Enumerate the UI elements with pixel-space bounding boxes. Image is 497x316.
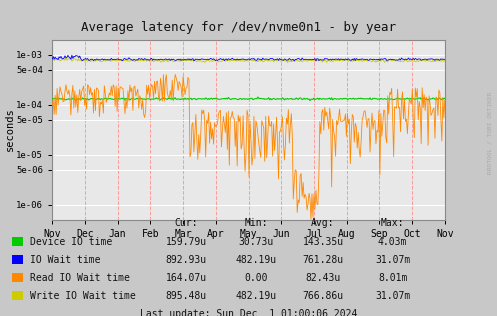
Text: 895.48u: 895.48u [166, 291, 207, 301]
Text: 143.35u: 143.35u [303, 237, 343, 247]
Text: 159.79u: 159.79u [166, 237, 207, 247]
Text: Last update: Sun Dec  1 01:00:06 2024: Last update: Sun Dec 1 01:00:06 2024 [140, 309, 357, 316]
Y-axis label: seconds: seconds [5, 108, 15, 151]
Text: Avg:: Avg: [311, 218, 335, 228]
Text: 766.86u: 766.86u [303, 291, 343, 301]
Text: RRDTOOL / TOBI OETIKER: RRDTOOL / TOBI OETIKER [487, 91, 492, 174]
Text: 892.93u: 892.93u [166, 255, 207, 265]
Text: Min:: Min: [244, 218, 268, 228]
Text: Write IO Wait time: Write IO Wait time [30, 291, 136, 301]
Text: 4.03m: 4.03m [378, 237, 408, 247]
Text: 8.01m: 8.01m [378, 273, 408, 283]
Text: Average latency for /dev/nvme0n1 - by year: Average latency for /dev/nvme0n1 - by ye… [81, 21, 396, 33]
Text: Read IO Wait time: Read IO Wait time [30, 273, 130, 283]
Text: 30.73u: 30.73u [239, 237, 273, 247]
Text: 0.00: 0.00 [244, 273, 268, 283]
Text: 82.43u: 82.43u [306, 273, 340, 283]
Text: IO Wait time: IO Wait time [30, 255, 100, 265]
Text: 482.19u: 482.19u [236, 291, 276, 301]
Text: Device IO time: Device IO time [30, 237, 112, 247]
Text: 164.07u: 164.07u [166, 273, 207, 283]
Text: 31.07m: 31.07m [375, 291, 410, 301]
Text: 482.19u: 482.19u [236, 255, 276, 265]
Text: 761.28u: 761.28u [303, 255, 343, 265]
Text: Cur:: Cur: [174, 218, 198, 228]
Text: 31.07m: 31.07m [375, 255, 410, 265]
Text: Max:: Max: [381, 218, 405, 228]
